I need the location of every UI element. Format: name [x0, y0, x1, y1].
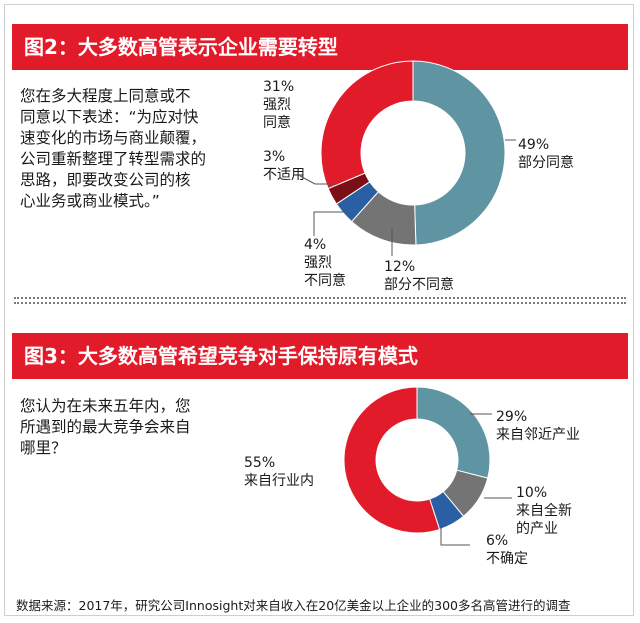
label-new-industry: 10% 来自全新 的产业	[516, 485, 572, 537]
label-not-applicable: 3% 不适用	[263, 149, 305, 183]
figure3-question: 您认为在未来五年内，您 所遇到的最大竞争会来自 哪里？	[20, 397, 191, 457]
figure2-donut-chart	[320, 60, 506, 246]
slice-adjacent-industry	[416, 386, 491, 479]
figure3-title: 图3：大多数高管希望竞争对手保持原有模式	[12, 333, 628, 379]
label-unsure: 6% 不确定	[486, 533, 528, 567]
label-partly-disagree: 12% 部分不同意	[384, 259, 454, 293]
slice-in-industry	[343, 386, 441, 534]
label-in-industry: 55% 来自行业内	[244, 455, 314, 489]
section-divider	[14, 297, 626, 304]
figure2-question: 您在多大程度上同意或不 同意以下表述：“为应对快 速变化的市场与商业颠覆， 公司…	[20, 87, 207, 210]
figure2-title: 图2：大多数高管表示企业需要转型	[12, 24, 628, 70]
figure-frame	[4, 4, 634, 616]
slice-strongly-agree	[320, 60, 414, 190]
figure3-donut-chart	[343, 386, 491, 534]
data-source-note: 数据来源：2017年，研究公司Innosight对来自收入在20亿美金以上企业的…	[16, 598, 571, 613]
slice-partly-agree	[412, 60, 506, 246]
label-adjacent-industry: 29% 来自邻近产业	[496, 409, 580, 443]
label-partly-agree: 49% 部分同意	[518, 137, 574, 171]
label-strongly-disagree: 4% 强烈 不同意	[304, 237, 346, 289]
label-strongly-agree: 31% 强烈 同意	[263, 79, 295, 131]
